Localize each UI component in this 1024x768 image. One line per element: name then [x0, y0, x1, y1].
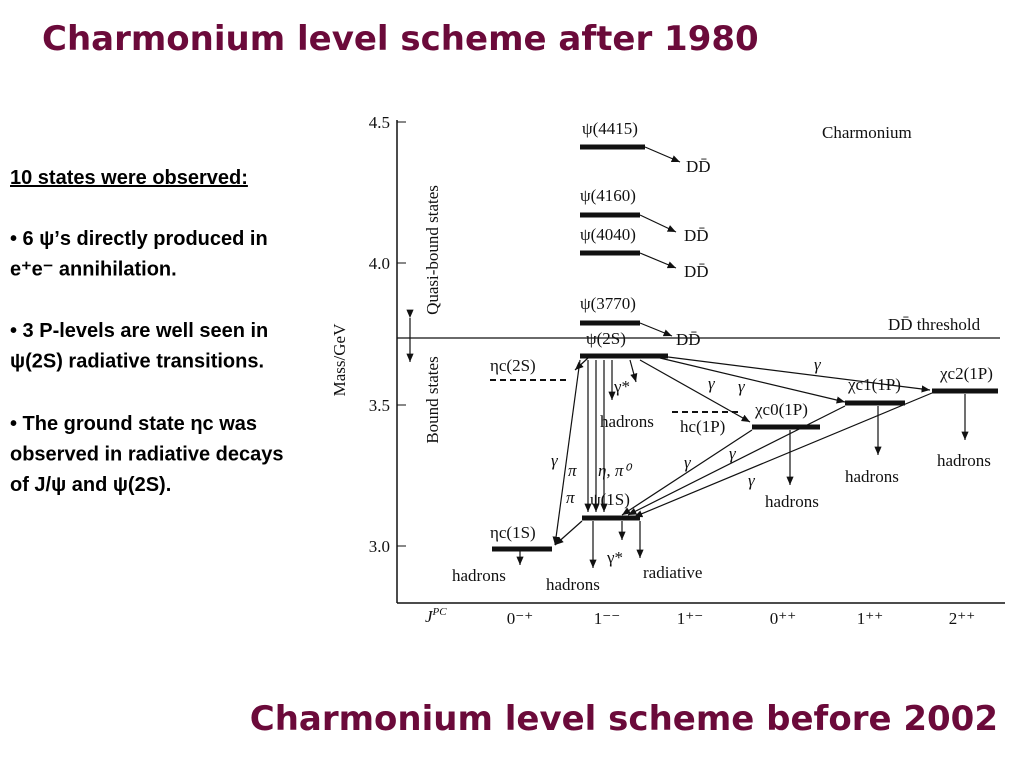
bottom-title: Charmonium level scheme before 2002 [250, 699, 998, 739]
transition-arrow [639, 322, 673, 337]
region-label: Quasi-bound states [423, 185, 442, 315]
jpc-value: 0⁺⁺ [770, 609, 796, 628]
bullet-line: ψ(2S) radiative transitions. [10, 351, 264, 373]
level-label: ψ(4040) [580, 225, 636, 244]
bullet-line: observed in radiative decays [10, 444, 283, 466]
mass-tick-label: 4.0 [369, 254, 390, 273]
decay-label: DD̄ [686, 157, 711, 176]
level-label: ψ(4415) [582, 119, 638, 138]
transition-arrow [627, 405, 846, 516]
decay-label: hadrons [546, 575, 600, 594]
jpc-value: 1⁻⁻ [594, 609, 620, 628]
level-label: ηc(2S) [490, 356, 536, 375]
mass-axis-title: Mass/GeV [330, 323, 349, 396]
bullet-line: of J/ψ and ψ(2S). [10, 474, 171, 496]
transition-label: γ [708, 374, 716, 393]
transition-arrow [621, 429, 753, 516]
jpc-label: JPC [425, 606, 447, 626]
mass-tick-label: 4.5 [369, 113, 390, 132]
transition-label: π [566, 488, 575, 507]
transition-label: γ [684, 453, 692, 472]
transition-label: γ [729, 444, 737, 463]
jpc-j: J [425, 607, 434, 626]
transition-label: γ [738, 377, 746, 396]
transition-arrow [639, 252, 677, 269]
level-label: ηc(1S) [490, 523, 536, 542]
mass-tick-label: 3.5 [369, 396, 390, 415]
decay-label: DD̄ [684, 226, 709, 245]
decay-label: hadrons [600, 412, 654, 431]
level-label: χc2(1P) [939, 364, 993, 383]
level-diagram: Charmonium DD̄ threshold Mass/GeV Quasi-… [330, 113, 1005, 628]
bullet-line: • 3 P-levels are well seen in [10, 320, 268, 342]
mass-tick-label: 3.0 [369, 537, 390, 556]
jpc-sup: PC [432, 606, 448, 618]
jpc-value: 2⁺⁺ [949, 609, 975, 628]
level-label: χc1(1P) [847, 375, 901, 394]
transition-arrow [552, 359, 581, 546]
level-label: ψ(2S) [586, 329, 626, 348]
bullet-line: e⁺e⁻ annihilation. [10, 259, 177, 281]
region-label: Bound states [423, 356, 442, 443]
transition-arrow [629, 359, 638, 383]
transition-label: γ [748, 471, 756, 490]
jpc-value: 1⁺⁻ [677, 609, 703, 628]
level-label: χc0(1P) [754, 400, 808, 419]
level-label: ψ(3770) [580, 294, 636, 313]
intro: 10 states were observed: [10, 167, 248, 189]
transition-label: π [568, 461, 577, 480]
transition-arrow [554, 520, 583, 546]
slide-title: Charmonium level scheme after 1980 [42, 19, 759, 59]
decay-label: DD̄ [684, 262, 709, 281]
decay-label: γ* [606, 548, 623, 567]
transition-arrow [639, 214, 677, 233]
transition-arrow [639, 359, 751, 423]
transition-label: γ [814, 355, 822, 374]
bullet-line: • The ground state ηc was [10, 413, 257, 435]
jpc-value: 0⁻⁺ [507, 609, 533, 628]
diagram-heading: Charmonium [822, 123, 912, 142]
transition-label: η, π⁰ [598, 461, 632, 480]
decay-label: DD̄ [676, 330, 701, 349]
level-label: ψ(4160) [580, 186, 636, 205]
jpc-value: 1⁺⁺ [857, 609, 883, 628]
decay-label: γ* [613, 377, 630, 396]
threshold-label: DD̄ threshold [888, 315, 981, 334]
transition-arrow [644, 146, 681, 163]
bullet-line: • 6 ψ’s directly produced in [10, 228, 268, 250]
decay-label: hadrons [452, 566, 506, 585]
decay-label: radiative [643, 563, 702, 582]
transition-arrow [574, 357, 589, 371]
transition-arrow [659, 357, 846, 404]
transition-arrow [667, 356, 931, 393]
level-label: hc(1P) [680, 417, 725, 436]
decay-label: hadrons [937, 451, 991, 470]
level-label: ψ(1S) [590, 490, 630, 509]
decay-label: hadrons [765, 492, 819, 511]
transition-label: γ [551, 451, 559, 470]
transition-arrow [633, 392, 933, 518]
decay-label: hadrons [845, 467, 899, 486]
